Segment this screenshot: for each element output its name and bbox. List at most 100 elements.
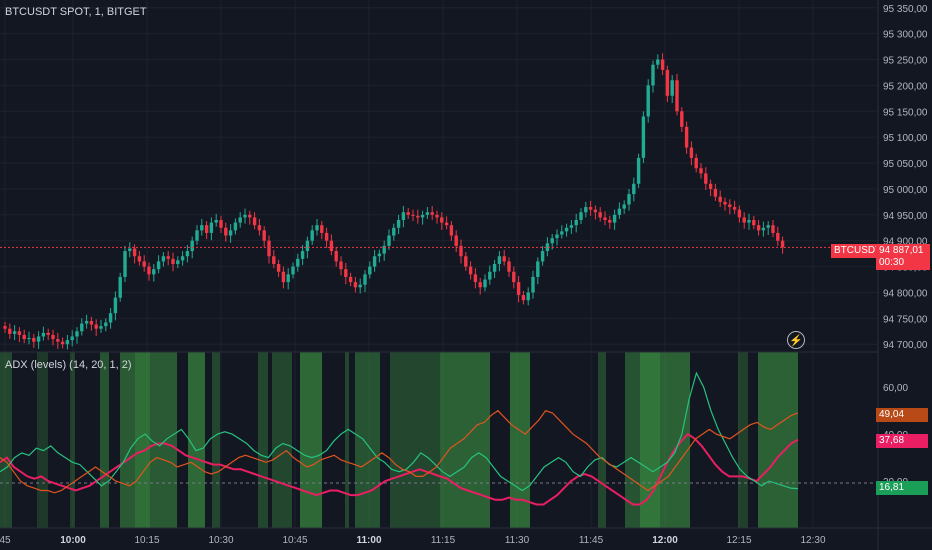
candle-body: [12, 331, 17, 334]
time-tick-label: 10:15: [134, 535, 159, 546]
candle-body: [776, 232, 780, 241]
candle-body: [699, 168, 703, 174]
candle-body: [180, 256, 185, 261]
candle-body: [593, 209, 598, 213]
adx-series-line: [0, 432, 799, 506]
lightning-icon[interactable]: ⚡: [787, 331, 805, 349]
candle-body: [536, 261, 540, 277]
candle-body: [449, 225, 454, 236]
candle-body: [574, 220, 578, 226]
symbol-badge: BTCUSDT: [831, 244, 885, 258]
candle-body: [420, 214, 425, 218]
candle-body: [238, 217, 242, 223]
candle-body: [51, 334, 55, 340]
candle-body: [89, 320, 94, 325]
candle-body: [411, 214, 415, 216]
candle-body: [36, 336, 41, 342]
indicator-title[interactable]: ADX (levels) (14, 20, 1, 2): [5, 359, 132, 371]
candle-body: [660, 59, 665, 70]
adx-background-bands: [0, 352, 798, 528]
candle-body: [416, 215, 420, 218]
candle-body: [545, 243, 550, 252]
adx-band: [300, 352, 322, 528]
candle-body: [128, 248, 132, 252]
candlestick-series[interactable]: [3, 53, 785, 350]
candle-body: [641, 116, 646, 158]
candle-body: [771, 225, 775, 233]
price-tick-label: 94 950,00: [883, 211, 928, 222]
adx-band: [135, 352, 150, 528]
candle-body: [737, 209, 742, 218]
candle-body: [632, 183, 636, 195]
candle-body: [224, 227, 228, 236]
time-tick-label: 11:45: [579, 535, 604, 546]
candle-body: [46, 332, 50, 335]
candle-body: [132, 248, 137, 257]
grid: [0, 0, 878, 528]
candle-body: [84, 320, 89, 324]
price-tick-label: 95 200,00: [883, 81, 928, 92]
candle-body: [627, 194, 631, 205]
candle-body: [656, 59, 660, 65]
candle-body: [3, 326, 7, 329]
candle-body: [502, 256, 506, 262]
candle-body: [507, 261, 511, 272]
candle-body: [512, 271, 516, 283]
candle-body: [272, 256, 276, 264]
price-tick-label: 95 350,00: [883, 4, 928, 15]
candle-body: [104, 322, 108, 327]
adx-value-tag: 37,68: [876, 434, 928, 448]
candle-body: [694, 157, 698, 169]
candle-body: [291, 266, 295, 275]
last-price-value: 94 887,01: [879, 245, 924, 256]
candle-body: [646, 85, 650, 117]
candle-body: [305, 240, 310, 252]
time-tick-label: 12:15: [726, 535, 751, 546]
candle-body: [310, 230, 314, 241]
time-tick-label: 10:30: [208, 535, 233, 546]
candle-body: [99, 326, 103, 329]
candle-body: [526, 292, 530, 301]
adx-band: [188, 352, 205, 528]
candle-body: [142, 261, 146, 267]
price-tick-label: 95 250,00: [883, 56, 928, 67]
candle-body: [406, 212, 410, 215]
candle-body: [473, 274, 478, 283]
adx-band: [758, 352, 798, 528]
adx-band: [120, 352, 135, 528]
adx-tick-label: 60,00: [883, 383, 908, 394]
time-axis[interactable]: 45 10:00 10:15 10:30 10:45 11:00 11:15 11:30 11:…: [0, 527, 932, 546]
candle-body: [708, 183, 713, 189]
candle-body: [334, 251, 338, 262]
candle-body: [372, 256, 377, 267]
candle-body: [156, 261, 161, 270]
adx-band: [258, 352, 268, 528]
candle-body: [324, 232, 329, 241]
candle-body: [344, 269, 348, 277]
candle-body: [248, 214, 252, 218]
candle-body: [368, 266, 372, 275]
candle-body: [670, 80, 674, 96]
adx-band: [625, 352, 640, 528]
price-tick-label: 95 050,00: [883, 159, 928, 170]
candle-body: [560, 231, 564, 235]
last-price-tag: 94 887,01 00:30: [876, 244, 930, 270]
time-tick-label: 10:45: [282, 535, 307, 546]
candle-body: [382, 245, 386, 254]
candle-body: [622, 204, 626, 209]
candle-body: [497, 256, 502, 264]
adx-band: [640, 352, 660, 528]
candle-body: [675, 80, 679, 112]
candle-body: [281, 271, 286, 283]
candle-body: [80, 323, 84, 332]
symbol-title[interactable]: BTCUSDT SPOT, 1, BITGET: [5, 6, 147, 18]
price-axis[interactable]: 95 350,00 95 300,00 95 250,00 95 200,00 95 1…: [877, 0, 928, 550]
candle-body: [195, 230, 199, 241]
candle-body: [742, 217, 746, 223]
candle-body: [579, 212, 583, 220]
candle-body: [612, 214, 617, 223]
price-tick-label: 95 000,00: [883, 185, 928, 196]
candle-body: [41, 332, 46, 337]
candle-body: [636, 157, 641, 184]
